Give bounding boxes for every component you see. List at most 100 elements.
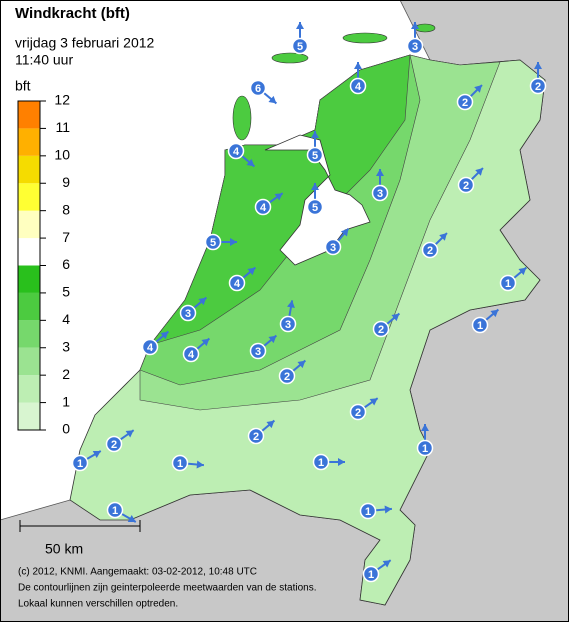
wind-arrow-head xyxy=(230,238,237,246)
legend-tick-label: 11 xyxy=(55,119,70,135)
station-marker xyxy=(421,241,439,259)
station-label: 1 xyxy=(365,506,371,518)
station-label: 2 xyxy=(111,439,117,451)
legend-unit: bft xyxy=(15,78,31,94)
legend-tick-label: 9 xyxy=(62,174,70,190)
wind-arrow-head xyxy=(518,267,527,276)
station-label: 4 xyxy=(355,81,362,93)
station-marker xyxy=(278,367,296,385)
footer-line: Lokaal kunnen verschillen optreden. xyxy=(18,599,178,610)
date: vrijdag 3 februari 2012 xyxy=(15,35,155,51)
station-marker xyxy=(312,453,330,471)
title: Windkracht (bft) xyxy=(15,5,130,22)
legend-tick-label: 12 xyxy=(54,92,70,108)
wind-arrow-head xyxy=(384,505,392,514)
legend-swatch xyxy=(18,238,40,266)
station-label: 2 xyxy=(378,324,384,336)
station-label: 2 xyxy=(355,407,361,419)
wind-arrow-head xyxy=(382,560,391,568)
wind-arrow-head xyxy=(247,267,256,276)
station-label: 3 xyxy=(185,308,191,320)
station-marker xyxy=(141,338,159,356)
station-marker xyxy=(228,274,246,292)
wind-arrow-head xyxy=(411,22,419,29)
legend-swatch xyxy=(18,128,40,156)
station-marker xyxy=(204,233,222,251)
station-marker xyxy=(106,501,124,519)
wind-arrow-head xyxy=(127,515,136,522)
station-label: 5 xyxy=(312,150,318,162)
station-label: 2 xyxy=(284,371,290,383)
wind-arrow-head xyxy=(421,424,429,431)
station-label: 3 xyxy=(330,242,336,254)
wind-arrow-head xyxy=(196,460,204,469)
legend-tick-label: 4 xyxy=(62,311,70,327)
station-marker xyxy=(349,403,367,421)
station-marker xyxy=(456,93,474,111)
station-marker xyxy=(249,342,267,360)
station-label: 5 xyxy=(297,41,303,53)
station-marker xyxy=(227,142,245,160)
station-label: 1 xyxy=(505,278,511,290)
station-label: 4 xyxy=(147,342,154,354)
station-label: 5 xyxy=(210,237,216,249)
wind-arrow-head xyxy=(474,85,482,93)
station-label: 3 xyxy=(412,41,418,53)
wind-arrow-head xyxy=(391,313,400,322)
station-marker xyxy=(254,198,272,216)
station-marker xyxy=(529,77,547,95)
wind-arrow-head xyxy=(274,193,283,201)
station-marker xyxy=(359,502,377,520)
legend-tick-label: 6 xyxy=(62,256,70,272)
legend-tick-label: 3 xyxy=(62,338,70,354)
station-label: 4 xyxy=(260,202,267,214)
wind-arrow-head xyxy=(376,169,384,176)
station-marker xyxy=(179,304,197,322)
wind-arrow-head xyxy=(490,309,499,318)
footer-line: (c) 2012, KNMI. Aangemaakt: 03-02-2012, … xyxy=(18,567,257,578)
wind-arrow-head xyxy=(198,297,207,306)
station-marker xyxy=(105,435,123,453)
wind-arrow-head xyxy=(287,300,295,308)
station-label: 5 xyxy=(312,202,318,214)
station-label: 4 xyxy=(234,278,241,290)
station-marker xyxy=(406,37,424,55)
station-marker xyxy=(306,198,324,216)
wind-arrow-head xyxy=(297,360,306,369)
wind-arrow-head xyxy=(311,183,319,190)
island xyxy=(232,95,252,141)
station-marker xyxy=(324,238,342,256)
wind-arrow-head xyxy=(125,430,134,438)
legend-swatch xyxy=(18,347,40,376)
station-marker xyxy=(247,427,265,445)
station-marker xyxy=(349,77,367,95)
wind-arrow-head xyxy=(354,62,362,69)
wind-arrow-head xyxy=(266,420,275,429)
station-label: 2 xyxy=(463,180,469,192)
station-label: 2 xyxy=(535,81,541,93)
station-marker xyxy=(416,439,434,457)
legend-tick-label: 7 xyxy=(62,229,70,245)
station-label: 1 xyxy=(368,569,374,581)
wind-arrow-head xyxy=(296,22,304,29)
station-marker xyxy=(171,454,189,472)
legend-swatch xyxy=(18,320,40,348)
wind-arrow-head xyxy=(201,338,210,347)
wind-arrow-head xyxy=(475,168,483,176)
station-label: 1 xyxy=(112,505,118,517)
legend-swatch xyxy=(18,183,40,211)
wind-arrow-head xyxy=(439,233,447,241)
legend-tick-label: 1 xyxy=(62,393,70,409)
station-label: 1 xyxy=(77,458,83,470)
station-marker xyxy=(362,565,380,583)
wind-arrow-head xyxy=(92,451,101,458)
station-marker xyxy=(182,345,200,363)
legend-tick-label: 5 xyxy=(62,284,70,300)
wind-arrow-head xyxy=(246,158,255,167)
legend-swatch xyxy=(18,155,40,184)
wind-arrow-head xyxy=(268,335,277,344)
station-marker xyxy=(291,37,309,55)
station-label: 1 xyxy=(477,320,483,332)
